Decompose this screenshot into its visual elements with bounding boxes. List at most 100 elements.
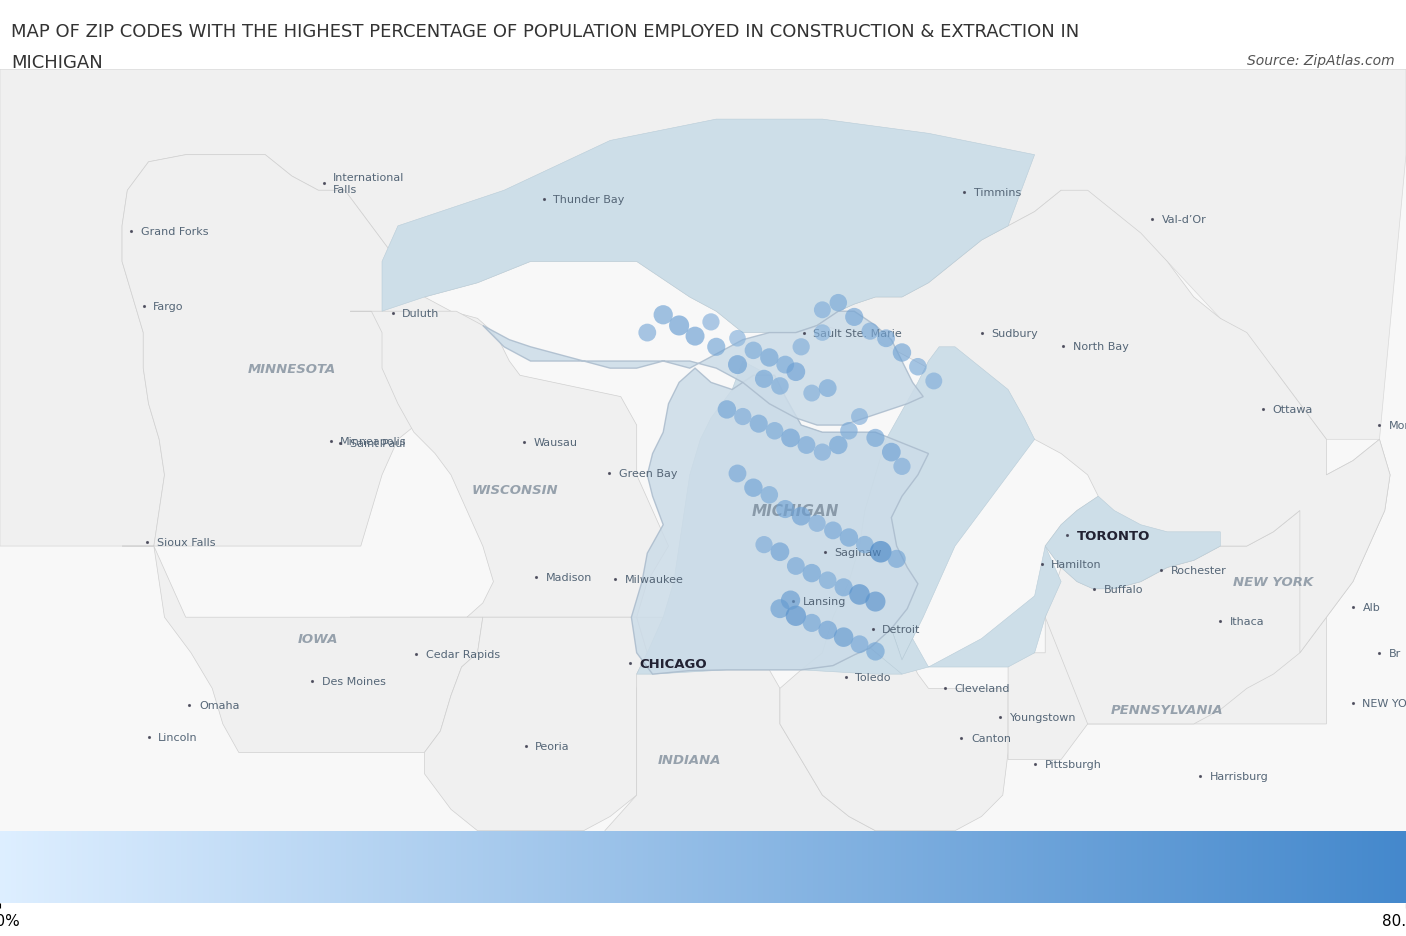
Point <box>907 359 929 374</box>
Point <box>800 566 823 581</box>
Text: MICHIGAN: MICHIGAN <box>752 504 839 519</box>
Point <box>891 345 914 360</box>
Point <box>891 460 914 475</box>
Point <box>668 318 690 333</box>
Point <box>785 365 807 380</box>
Point <box>827 296 849 311</box>
Point <box>752 537 775 552</box>
Polygon shape <box>1045 497 1220 589</box>
Text: Lansing: Lansing <box>803 596 846 607</box>
Point <box>785 608 807 623</box>
Point <box>865 431 887 446</box>
Point <box>636 326 658 341</box>
Point <box>817 573 839 588</box>
Point <box>848 410 870 425</box>
Point <box>769 545 792 560</box>
Point <box>886 551 908 566</box>
Point <box>853 537 876 552</box>
Point <box>790 340 813 355</box>
Point <box>769 379 792 394</box>
Text: Buffalo: Buffalo <box>1104 585 1143 594</box>
Point <box>838 424 860 439</box>
Polygon shape <box>1045 440 1391 724</box>
Point <box>800 387 823 402</box>
Point <box>848 637 870 652</box>
Text: International
Falls: International Falls <box>333 173 405 195</box>
Text: Pittsburgh: Pittsburgh <box>1045 759 1101 769</box>
Text: Timmins: Timmins <box>973 188 1021 198</box>
Text: Duluth: Duluth <box>402 308 440 318</box>
Point <box>769 602 792 617</box>
Text: Milwaukee: Milwaukee <box>624 574 683 584</box>
Text: Peoria: Peoria <box>536 741 569 752</box>
Text: Lincoln: Lincoln <box>157 733 198 742</box>
Polygon shape <box>605 618 876 887</box>
Point <box>758 488 780 503</box>
Point <box>742 344 765 358</box>
Point <box>652 308 675 323</box>
Point <box>859 324 882 339</box>
Point <box>752 372 775 387</box>
Text: Hamilton: Hamilton <box>1052 559 1102 569</box>
Point <box>773 502 796 517</box>
Polygon shape <box>482 312 924 426</box>
Point <box>742 481 765 496</box>
Point <box>683 329 706 344</box>
Text: North Bay: North Bay <box>1073 342 1129 352</box>
Point <box>727 358 749 373</box>
Text: Ithaca: Ithaca <box>1230 617 1264 627</box>
Text: Grand Forks: Grand Forks <box>141 227 208 237</box>
Text: Cedar Rapids: Cedar Rapids <box>426 650 499 660</box>
Text: CHICAGO: CHICAGO <box>640 657 707 670</box>
Polygon shape <box>631 369 928 675</box>
Text: TORONTO: TORONTO <box>1077 530 1150 542</box>
Point <box>716 402 738 417</box>
Point <box>800 616 823 631</box>
Point <box>817 622 839 637</box>
Point <box>748 417 770 431</box>
Polygon shape <box>0 70 1406 547</box>
Polygon shape <box>425 618 647 831</box>
Point <box>806 517 828 532</box>
Point <box>796 438 818 453</box>
Point <box>832 630 855 645</box>
Point <box>727 331 749 346</box>
Point <box>731 410 754 425</box>
Point <box>727 466 749 481</box>
Text: Mor: Mor <box>1389 420 1406 431</box>
Point <box>848 587 870 602</box>
Point <box>832 580 855 595</box>
Point <box>811 446 834 461</box>
Text: Rochester: Rochester <box>1171 565 1226 576</box>
Polygon shape <box>801 347 1035 670</box>
Text: Saginaw: Saginaw <box>835 548 882 557</box>
Text: Ottawa: Ottawa <box>1272 405 1313 415</box>
Polygon shape <box>1008 475 1326 760</box>
Text: Sioux Falls: Sioux Falls <box>156 538 215 548</box>
Text: Br: Br <box>1389 648 1402 658</box>
Point <box>779 431 801 446</box>
Polygon shape <box>637 361 928 675</box>
Text: IOWA: IOWA <box>298 633 339 645</box>
Point <box>811 303 834 318</box>
Point <box>811 326 834 341</box>
Polygon shape <box>122 155 509 547</box>
Point <box>865 644 887 659</box>
Polygon shape <box>796 191 1391 653</box>
Text: WISCONSIN: WISCONSIN <box>471 483 558 496</box>
Point <box>790 509 813 524</box>
Text: Madison: Madison <box>546 572 592 582</box>
Text: Toledo: Toledo <box>855 672 891 682</box>
Text: Harrisburg: Harrisburg <box>1209 771 1268 781</box>
Point <box>779 593 801 608</box>
Text: MINNESOTA: MINNESOTA <box>247 362 336 375</box>
Point <box>821 523 844 538</box>
Text: MICHIGAN: MICHIGAN <box>11 54 103 72</box>
Text: Alb: Alb <box>1362 602 1381 612</box>
Text: Minneapolis: Minneapolis <box>340 436 406 446</box>
Text: INDIANA: INDIANA <box>658 753 721 767</box>
Point <box>875 331 897 346</box>
Text: Wausau: Wausau <box>533 438 578 447</box>
Text: Youngstown: Youngstown <box>1010 712 1076 722</box>
Text: Sudbury: Sudbury <box>991 329 1039 339</box>
